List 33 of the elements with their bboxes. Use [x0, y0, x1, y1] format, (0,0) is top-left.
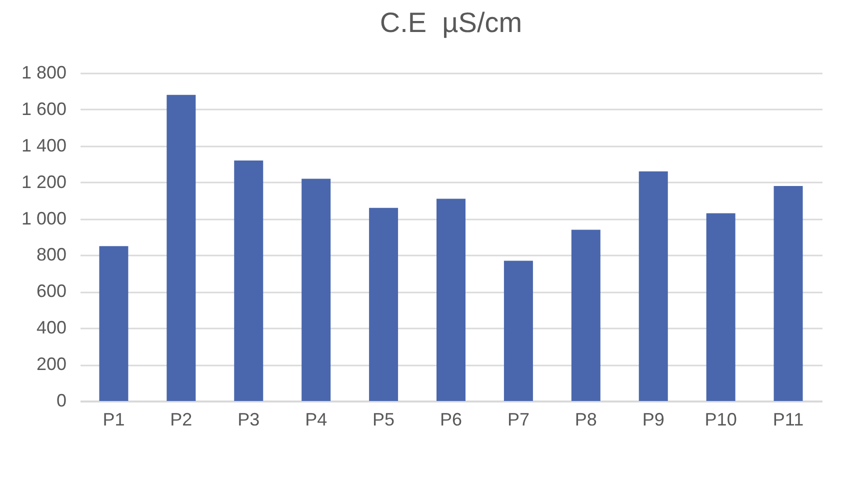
- y-tick-label: 200: [36, 354, 66, 374]
- x-tick-label: P1: [102, 410, 125, 430]
- chart-title: C.E µS/cm: [380, 7, 522, 38]
- bar: [638, 171, 668, 401]
- y-tick-label: 600: [36, 281, 66, 302]
- x-tick-label: P7: [507, 410, 530, 430]
- y-tick-label: 1 200: [21, 172, 66, 192]
- y-tick-label: 0: [56, 390, 66, 410]
- x-tick-label: P9: [642, 410, 664, 430]
- x-tick-label: P6: [440, 410, 462, 430]
- x-tick-label: P11: [772, 410, 804, 430]
- bar: [302, 178, 331, 401]
- bar: [774, 186, 803, 401]
- x-tick-label: P10: [704, 410, 737, 430]
- bar: [234, 160, 264, 401]
- bar: [571, 230, 600, 401]
- bar: [436, 198, 466, 401]
- bar: [166, 94, 196, 401]
- x-tick-label: P4: [305, 410, 328, 430]
- x-tick-label: P2: [170, 410, 192, 430]
- y-tick-label: 800: [36, 244, 66, 265]
- y-tick-label: 1 600: [21, 98, 66, 119]
- y-tick-label: 1 000: [21, 208, 66, 228]
- bar: [504, 260, 533, 401]
- x-tick-label: P3: [238, 410, 260, 430]
- y-tick-label: 400: [36, 318, 66, 338]
- y-tick-label: 1 400: [21, 135, 66, 156]
- y-tick-label: 1 800: [21, 62, 66, 82]
- x-tick-label: P5: [372, 410, 395, 430]
- bar: [369, 208, 398, 401]
- bar: [706, 213, 736, 401]
- x-tick-label: P8: [574, 410, 597, 430]
- bar: [99, 246, 128, 401]
